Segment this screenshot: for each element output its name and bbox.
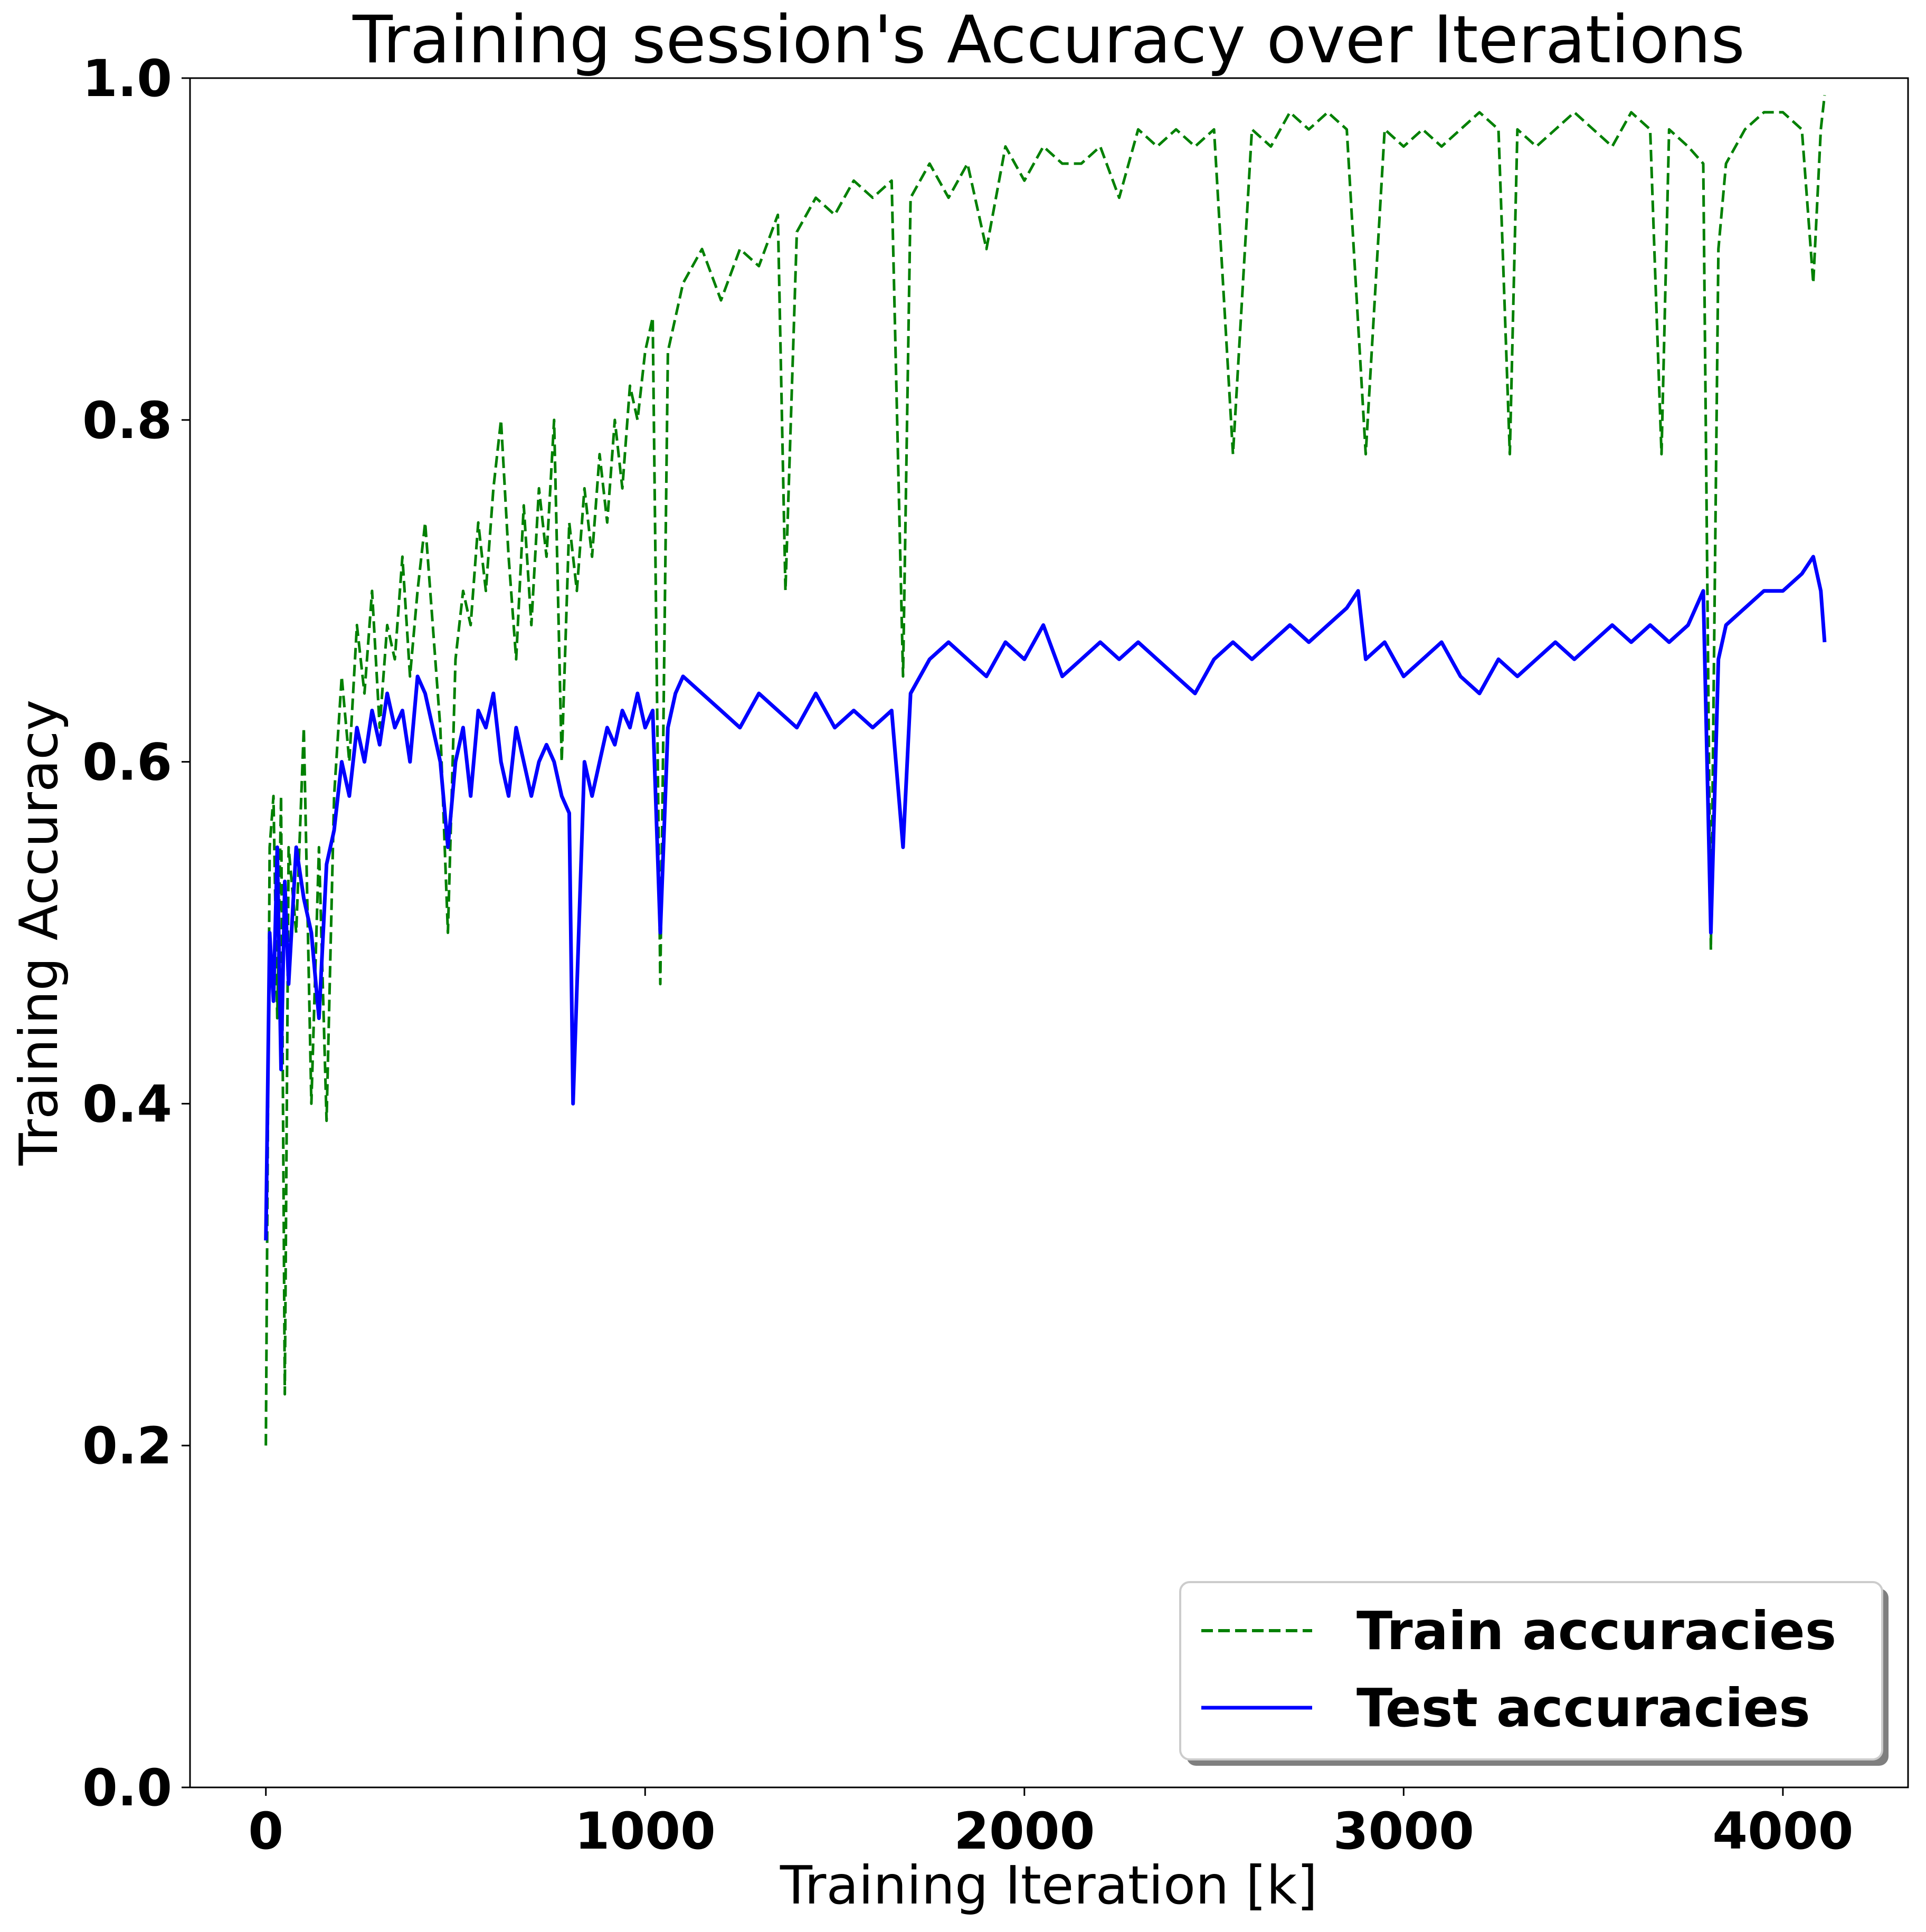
y-tick-label: 1.0	[82, 49, 172, 108]
y-tick-label: 0.0	[82, 1758, 172, 1817]
x-tick-label: 2000	[954, 1802, 1095, 1861]
x-tick-label: 4000	[1712, 1802, 1853, 1861]
legend-label-train: Train accuracies	[1356, 1600, 1836, 1662]
y-tick-label: 0.8	[82, 391, 172, 450]
y-tick-label: 0.6	[82, 733, 172, 792]
plot-frame	[189, 77, 1909, 1788]
legend: Train accuracies Test accuracies	[1179, 1581, 1889, 1766]
legend-label-test: Test accuracies	[1356, 1677, 1810, 1739]
y-axis-label: Training Accuracy	[8, 700, 70, 1166]
x-tick-label: 3000	[1333, 1802, 1474, 1861]
x-axis-label: Training Iteration [k]	[780, 1854, 1317, 1916]
y-axis-ticks: 0.0 0.2 0.4 0.6 0.8 1.0	[82, 49, 190, 1817]
plot-area	[264, 95, 1827, 1446]
legend-box	[1179, 1581, 1883, 1760]
series-line-train	[264, 95, 1826, 1446]
x-tick-label: 0	[248, 1802, 283, 1861]
y-tick-label: 0.2	[82, 1416, 172, 1476]
chart-title: Training session's Accuracy over Iterati…	[352, 2, 1745, 78]
x-axis-ticks: 0 1000 2000 3000 4000	[248, 1787, 1853, 1861]
y-tick-label: 0.4	[82, 1074, 172, 1134]
x-tick-label: 1000	[575, 1802, 716, 1861]
series-line-test	[264, 555, 1827, 1241]
